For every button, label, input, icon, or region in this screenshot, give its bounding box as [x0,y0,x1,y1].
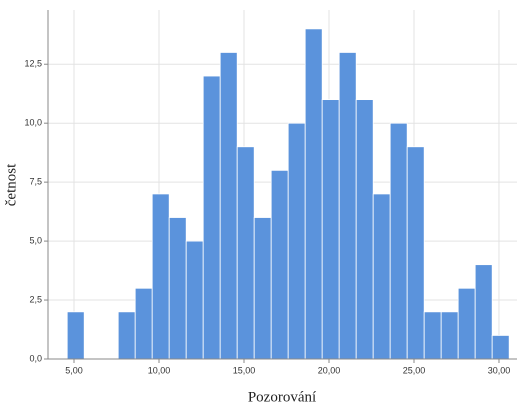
bar [168,217,187,360]
bar [236,146,255,360]
bar [117,311,136,360]
y-tick-label: 7,5 [29,177,42,187]
x-tick-label: 20,00 [318,365,341,375]
x-tick-label: 5,00 [65,365,83,375]
bar [202,75,221,360]
bar [151,193,170,360]
y-tick-label: 5,0 [29,235,42,245]
bar [270,169,289,360]
bar [66,311,85,360]
bar [338,52,357,360]
x-tick-label: 25,00 [403,365,426,375]
bar [287,122,306,360]
bar [355,99,374,360]
y-tick-label: 2,5 [29,294,42,304]
bar [304,28,323,360]
bar [321,99,340,360]
bar [185,240,204,360]
x-axis-title: Pozorování [248,389,316,405]
bar [372,193,391,360]
y-axis-title: četnost [3,163,19,206]
bar [253,217,272,360]
x-tick-label: 15,00 [233,365,256,375]
x-tick-label: 30,00 [488,365,511,375]
bar [474,264,493,360]
bar [423,311,442,360]
y-tick-label: 12,5 [24,59,42,69]
bar [134,287,153,360]
bar [406,146,425,360]
bar [491,335,510,360]
bar [389,122,408,360]
x-tick-label: 10,00 [148,365,171,375]
bar [457,287,476,360]
bar [219,52,238,360]
y-tick-label: 0,0 [29,353,42,363]
y-tick-label: 10,0 [24,118,42,128]
bar [440,311,459,360]
